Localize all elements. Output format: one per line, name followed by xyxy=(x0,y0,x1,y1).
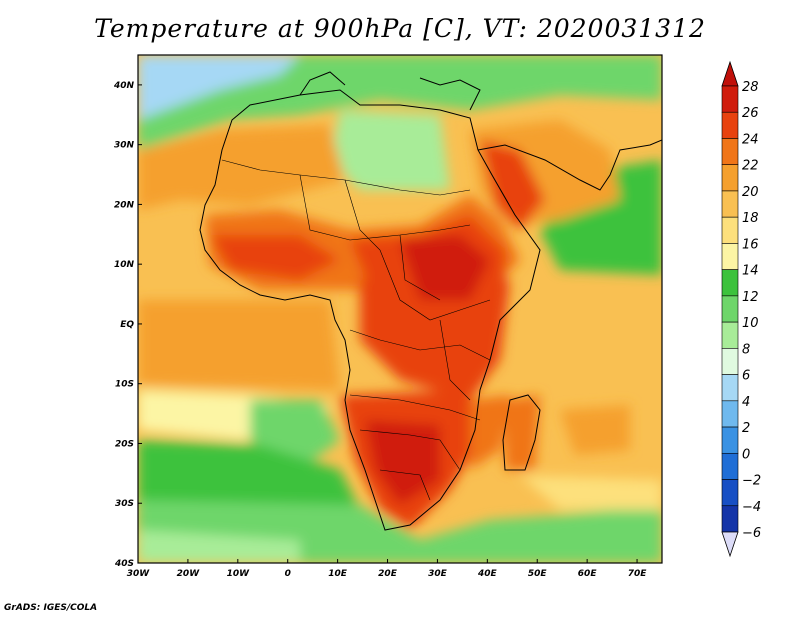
colorbar-label: 10 xyxy=(742,316,759,331)
lon-tick-label: 20W xyxy=(177,569,201,579)
colorbar-swatch xyxy=(721,138,739,166)
lon-tick-label: 70E xyxy=(628,569,648,579)
coastlines xyxy=(199,71,662,531)
lat-tick-label: EQ xyxy=(120,320,134,330)
lat-tick-label: 30S xyxy=(115,499,134,509)
lon-tick-label: 20E xyxy=(378,569,398,579)
colorbar-swatch xyxy=(721,505,739,533)
credit-label: GrADS: IGES/COLA xyxy=(4,603,98,613)
colorbar-swatch xyxy=(721,374,739,402)
lat-tick-label: 30N xyxy=(114,141,135,151)
map-frame xyxy=(137,54,663,564)
lon-tick-label: 10E xyxy=(328,569,348,579)
colorbar-label: 24 xyxy=(742,132,759,147)
colorbar-label: 4 xyxy=(742,395,750,410)
colorbar-swatch xyxy=(721,295,739,323)
lat-tick-label: 40N xyxy=(113,81,135,91)
country-borders xyxy=(221,159,491,501)
colorbar-label: −6 xyxy=(742,526,761,541)
colorbar-label: 6 xyxy=(742,369,750,384)
colorbar-label: −2 xyxy=(742,474,761,489)
lat-tick-label: 10S xyxy=(115,380,134,390)
colorbar-swatch xyxy=(721,164,739,192)
lon-tick-label: 0 xyxy=(285,569,291,579)
colorbar-swatch xyxy=(721,426,739,454)
colorbar-label: 20 xyxy=(742,185,759,200)
colorbar-swatch xyxy=(721,190,739,218)
lon-tick-label: 60E xyxy=(578,569,598,579)
colorbar-label: 22 xyxy=(742,159,759,174)
colorbar-label: 28 xyxy=(742,80,759,95)
colorbar-over-arrow xyxy=(721,60,739,87)
colorbar-label: 12 xyxy=(742,290,759,305)
lat-tick-label: 20S xyxy=(115,439,134,449)
colorbar-label: 18 xyxy=(742,211,759,226)
lat-tick-label: 40S xyxy=(114,559,134,569)
colorbar-label: 16 xyxy=(742,237,759,252)
temperature-field xyxy=(138,55,662,563)
colorbar-swatch xyxy=(721,452,739,480)
colorbar-label: 26 xyxy=(742,106,759,121)
colorbar-swatch xyxy=(721,243,739,270)
colorbar-under-arrow xyxy=(721,531,739,558)
colorbar-label: 8 xyxy=(742,342,750,357)
colorbar-swatch xyxy=(721,479,739,507)
lon-tick-label: 10W xyxy=(227,569,251,579)
colorbar-swatch xyxy=(721,321,739,349)
latitude-axis: 40N 30N 20N 10N EQ 10S 20S 30S 40S xyxy=(113,81,142,569)
colorbar-swatch xyxy=(721,111,739,139)
longitude-axis: 30W 20W 10W 0 10E 20E 30E 40E 50E 60E 70E xyxy=(127,559,647,579)
colorbar-swatch xyxy=(721,85,739,113)
colorbar-label: 0 xyxy=(742,447,750,462)
colorbar-label: 2 xyxy=(742,421,750,436)
lon-tick-label: 40E xyxy=(477,569,498,579)
lon-tick-label: 50E xyxy=(528,569,548,579)
lon-tick-label: 30W xyxy=(127,569,151,579)
colorbar-swatch xyxy=(721,348,739,375)
lat-tick-label: 10N xyxy=(114,260,135,270)
lon-tick-label: 30E xyxy=(428,569,448,579)
lat-tick-label: 20N xyxy=(114,200,135,210)
colorbar-swatch xyxy=(721,216,739,244)
colorbar-swatch xyxy=(721,269,739,297)
colorbar-label: −4 xyxy=(742,500,761,515)
colorbar-swatch xyxy=(721,400,739,428)
chart-title: Temperature at 900hPa [C], VT: 202003131… xyxy=(94,14,706,43)
colorbar-label: 14 xyxy=(742,264,759,279)
